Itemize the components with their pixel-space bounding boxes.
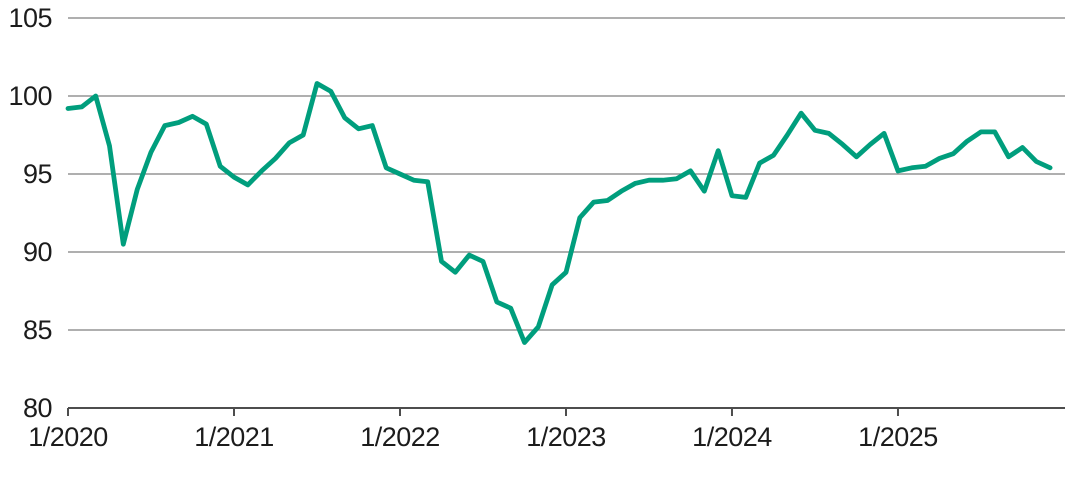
x-tick-label: 1/2023 [526,422,606,452]
x-tick-label: 1/2025 [858,422,938,452]
x-tick-label: 1/2022 [360,422,440,452]
x-tick-label: 1/2024 [692,422,772,452]
y-tick-label: 105 [8,3,52,33]
y-tick-label: 85 [23,315,52,345]
x-tick-label: 1/2021 [194,422,274,452]
x-tick-label: 1/2020 [28,422,108,452]
data-series [65,81,1053,345]
y-tick-label: 100 [8,81,52,111]
y-tick-label: 95 [23,159,52,189]
x-axis: 1/2020 1/2021 1/2022 1/2023 1/2024 1/2025 [28,408,938,452]
gridlines [68,17,1065,409]
y-axis-labels: 80 85 90 95 100 105 [8,3,52,423]
y-tick-label: 80 [23,393,52,423]
y-tick-label: 90 [23,237,52,267]
data-line-index [65,81,1053,345]
